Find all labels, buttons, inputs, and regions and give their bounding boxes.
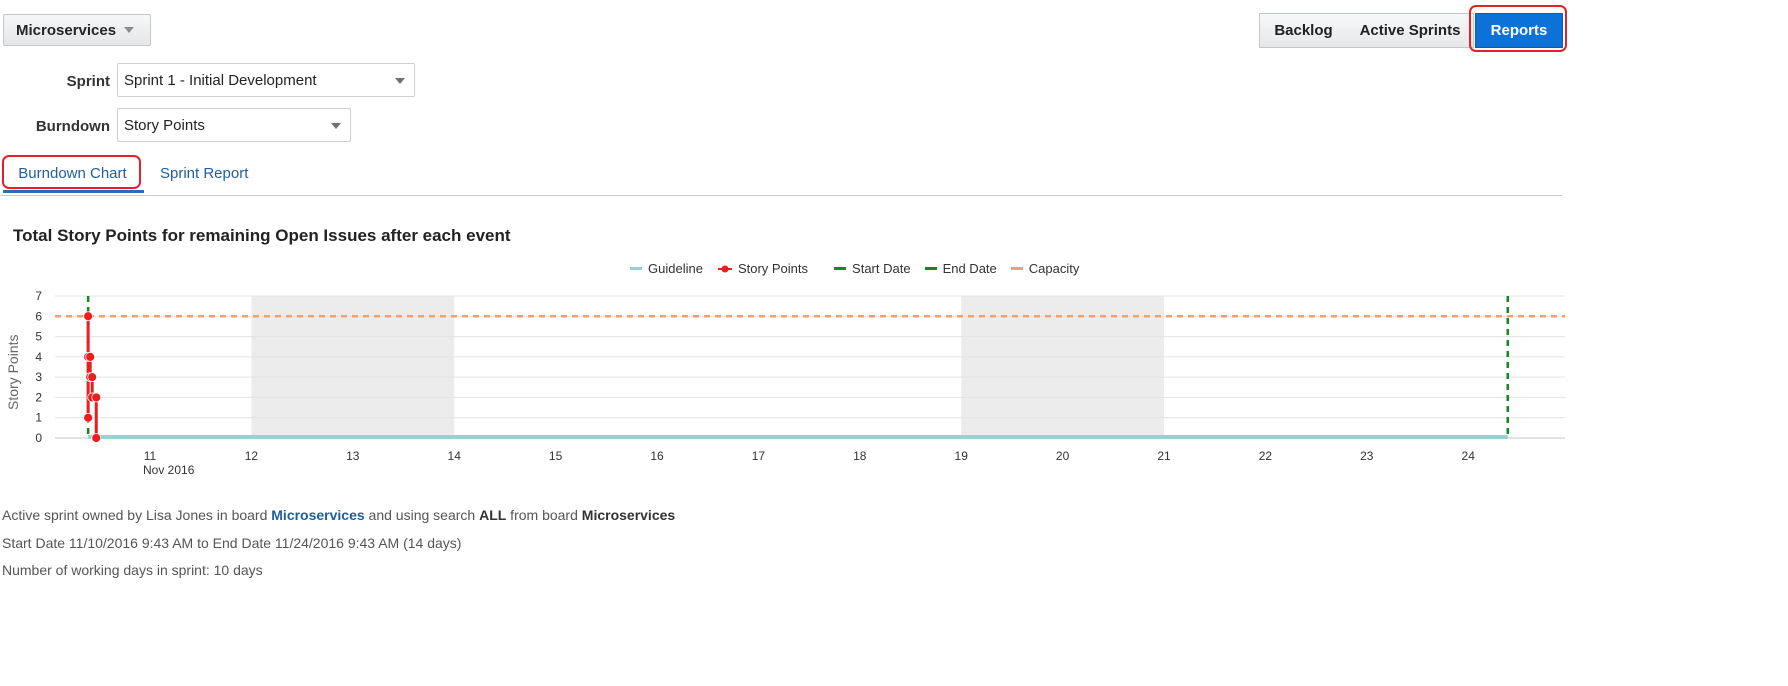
y-tick-label: 5	[35, 330, 42, 344]
reports-highlight-box	[1469, 5, 1567, 52]
search-name: ALL	[479, 507, 507, 523]
burndown-select[interactable]: Story Points	[117, 108, 351, 142]
story-points-point	[85, 351, 96, 362]
chart-legend: Guideline Story Points Start Date End Da…	[630, 261, 1093, 276]
legend-item-end-date[interactable]: End Date	[924, 261, 997, 276]
tab-burndown-chart[interactable]: Burndown Chart	[18, 165, 127, 182]
board-name: Microservices	[16, 21, 117, 39]
y-tick-label: 7	[35, 289, 42, 303]
legend-item-story-points[interactable]: Story Points	[717, 261, 808, 276]
chevron-down-icon	[124, 27, 135, 33]
active-sprints-button[interactable]: Active Sprints	[1347, 13, 1474, 48]
legend-swatch	[924, 267, 937, 270]
legend-label: Guideline	[648, 261, 703, 276]
x-tick-label: 23	[1360, 449, 1374, 463]
backlog-button[interactable]: Backlog	[1259, 13, 1348, 48]
legend-item-start-date[interactable]: Start Date	[834, 261, 911, 276]
y-tick-label: 6	[35, 309, 42, 323]
legend-swatch	[1010, 267, 1023, 270]
y-tick-label: 3	[35, 370, 42, 384]
x-tick-label: 18	[853, 449, 867, 463]
burndown-select-value: Story Points	[124, 116, 205, 134]
story-points-point	[83, 311, 94, 322]
tab-sprint-report[interactable]: Sprint Report	[160, 165, 249, 182]
active-tab-indicator	[3, 190, 144, 193]
x-tick-label: 20	[1056, 449, 1070, 463]
x-tick-label: 11	[144, 449, 157, 463]
x-tick-label: 16	[650, 449, 664, 463]
chevron-down-icon	[395, 78, 405, 84]
sprint-select[interactable]: Sprint 1 - Initial Development	[117, 63, 415, 97]
y-tick-label: 4	[35, 350, 42, 364]
x-tick-label: 21	[1157, 449, 1171, 463]
legend-label: Capacity	[1028, 261, 1080, 276]
x-tick-label: 22	[1259, 449, 1273, 463]
chart-title: Total Story Points for remaining Open Is…	[13, 226, 511, 245]
legend-swatch	[630, 267, 642, 270]
x-tick-label: 12	[245, 449, 259, 463]
x-tick-label: 15	[549, 449, 563, 463]
story-points-point	[87, 372, 98, 383]
non-working-band	[961, 296, 1164, 438]
x-tick-label: 17	[752, 449, 766, 463]
x-tick-label: 14	[448, 449, 462, 463]
reports-button[interactable]: Reports	[1475, 13, 1563, 48]
legend-label: Story Points	[737, 261, 809, 276]
tabs-divider	[0, 195, 1562, 196]
tab-highlight-box	[2, 155, 141, 189]
x-tick-label: 13	[346, 449, 360, 463]
x-tick-sublabel: Nov 2016	[143, 463, 195, 477]
legend-swatch	[834, 267, 847, 270]
x-tick-label: 24	[1462, 449, 1476, 463]
y-tick-label: 2	[35, 390, 42, 404]
story-points-point	[83, 412, 94, 423]
legend-swatch	[717, 265, 732, 272]
burndown-label: Burndown	[35, 118, 110, 135]
y-tick-label: 0	[35, 431, 42, 445]
sprint-dates-info: Start Date 11/10/2016 9:43 AM to End Dat…	[2, 535, 462, 551]
story-points-point	[91, 392, 102, 403]
legend-label: Start Date	[852, 261, 911, 276]
sprint-select-value: Sprint 1 - Initial Development	[124, 71, 317, 89]
legend-item-capacity[interactable]: Capacity	[1010, 261, 1080, 276]
legend-label: End Date	[942, 261, 997, 276]
board-selector[interactable]: Microservices	[3, 14, 151, 46]
legend-item-guideline[interactable]: Guideline	[630, 261, 703, 276]
chevron-down-icon	[331, 123, 341, 129]
info-text: from board	[506, 507, 582, 523]
info-text: Active sprint owned by Lisa Jones in boa…	[2, 507, 272, 523]
working-days-info: Number of working days in sprint: 10 day…	[2, 562, 263, 578]
non-working-band	[251, 296, 455, 438]
sprint-label: Sprint	[66, 73, 110, 90]
board-link[interactable]: Microservices	[271, 507, 365, 523]
story-points-point	[91, 433, 102, 443]
x-tick-label: 19	[955, 449, 969, 463]
y-tick-label: 1	[35, 411, 42, 425]
board-name-text: Microservices	[581, 507, 676, 523]
info-text: and using search	[364, 507, 480, 523]
sprint-owner-info: Active sprint owned by Lisa Jones in boa…	[2, 507, 675, 523]
